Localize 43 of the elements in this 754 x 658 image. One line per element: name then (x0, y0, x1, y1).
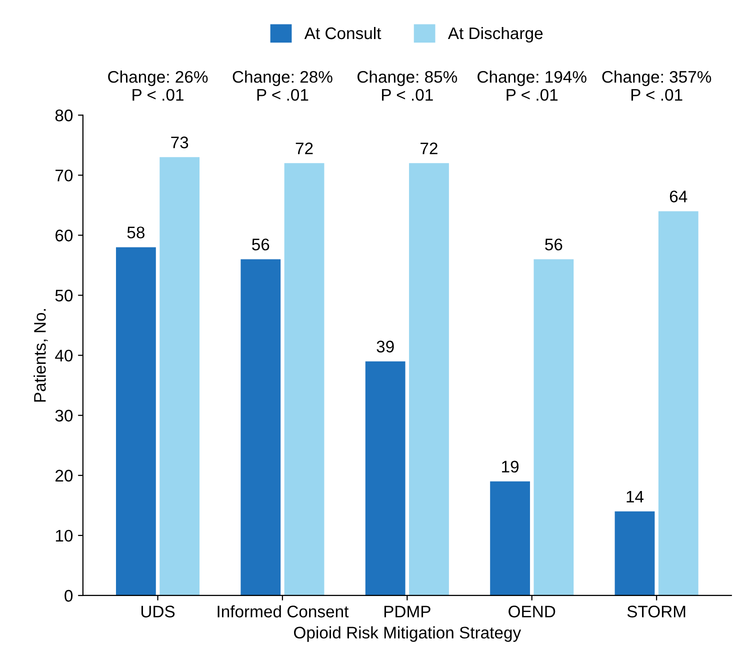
text: Change: 357% P < .01 (602, 70, 712, 101)
data-label: 72 (296, 142, 313, 154)
data-label: 19 (502, 460, 519, 473)
text: Change: 28% P < .01 (232, 70, 332, 101)
data-label: 58 (127, 226, 144, 238)
data-label: 56 (252, 238, 270, 250)
y-tick-label: 0 (64, 590, 73, 602)
x-tick-label: UDS (141, 606, 175, 618)
y-tick-label: 30 (55, 410, 73, 422)
y-tick-label: 70 (56, 170, 73, 182)
y-tick-label: 10 (56, 530, 73, 542)
y-tick-label: 50 (55, 290, 73, 302)
legend-label: At Discharge (448, 26, 543, 43)
bar (284, 163, 324, 596)
x-tick-label: STORM (627, 606, 686, 618)
x-tick-label: PDMP (384, 606, 430, 618)
bar (409, 163, 449, 596)
y-tick-label: 40 (55, 350, 73, 362)
bar (534, 259, 574, 596)
text: Change: 26% P < .01 (108, 70, 208, 101)
x-axis-title: Opioid Risk Mitigation Strategy (294, 626, 522, 642)
data-label: 64 (670, 190, 688, 202)
data-label: 73 (171, 136, 188, 148)
data-label: 72 (420, 142, 438, 154)
legend-label: At Consult (304, 26, 382, 40)
x-tick-label: OEND (508, 606, 556, 618)
y-tick-label: 80 (55, 110, 73, 122)
x-tick-label: Informed Consent (218, 605, 349, 618)
bar (160, 157, 200, 596)
y-axis-title: Patients, No. (34, 309, 48, 402)
bar (116, 247, 156, 596)
text: Change: 85% P < .01 (358, 70, 458, 101)
bar (490, 481, 530, 596)
y-tick-label: 20 (56, 470, 73, 482)
data-label: 39 (376, 340, 394, 352)
bar (365, 361, 406, 596)
text: Change: 194% P < .01 (478, 70, 586, 101)
bar (614, 511, 655, 596)
bar (240, 259, 281, 596)
data-label: 56 (545, 238, 562, 250)
y-tick-label: 60 (56, 230, 73, 242)
bar (658, 211, 698, 596)
data-label: 14 (626, 490, 644, 502)
